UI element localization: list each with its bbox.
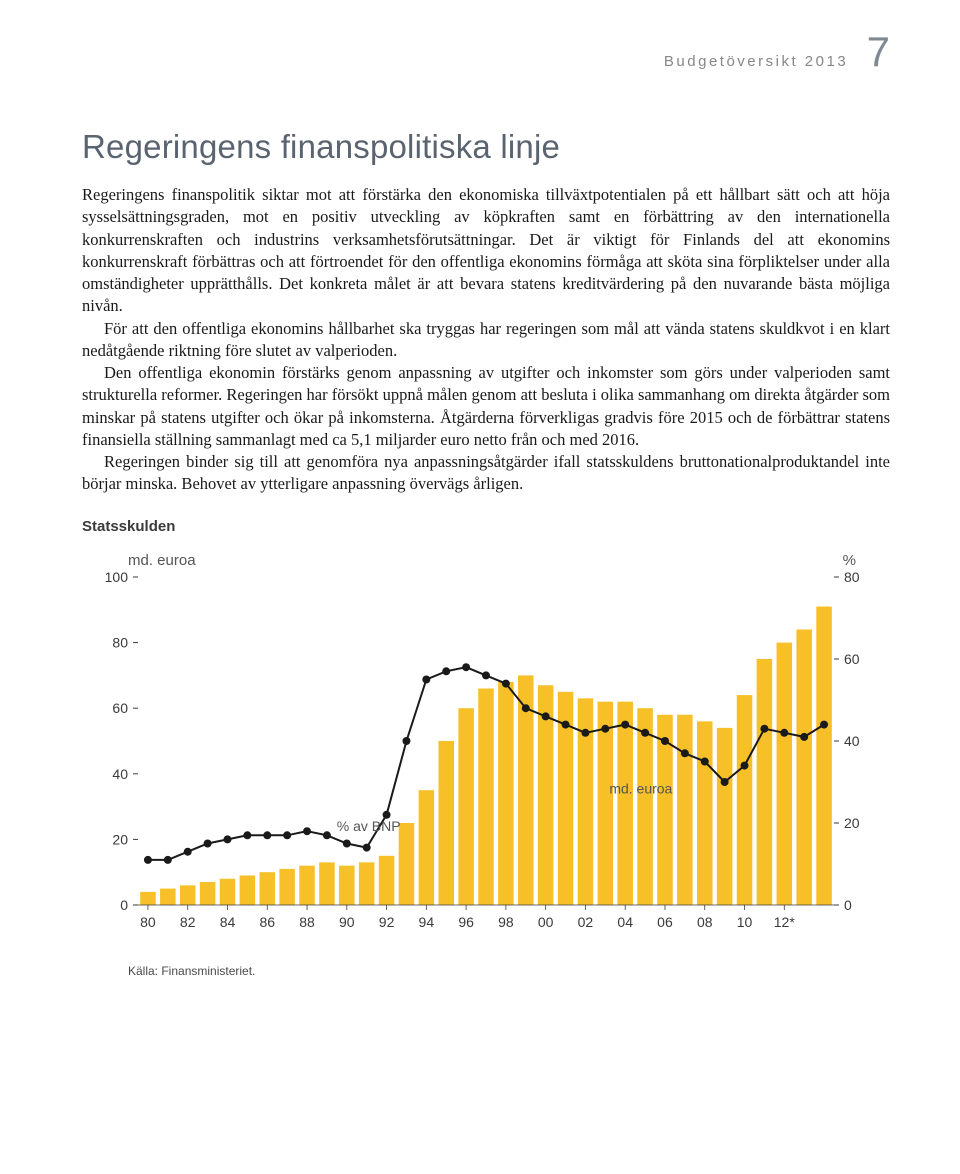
svg-text:100: 100 [105,569,129,585]
svg-text:% av BNP: % av BNP [337,818,401,834]
chart: md. euroa%020406080100020406080808284868… [82,543,890,956]
svg-text:80: 80 [844,569,860,585]
svg-text:92: 92 [379,914,395,930]
chart-title: Statsskulden [82,518,890,535]
paragraph: Regeringens finanspolitik siktar mot att… [82,184,890,318]
svg-text:04: 04 [617,914,633,930]
paragraph: För att den offentliga ekonomins hållbar… [82,318,890,363]
svg-text:12*: 12* [774,914,796,930]
chart-svg: md. euroa%020406080100020406080808284868… [82,543,890,951]
svg-text:86: 86 [259,914,275,930]
paragraph: Regeringen binder sig till att genomföra… [82,451,890,496]
svg-text:98: 98 [498,914,514,930]
svg-text:20: 20 [844,815,860,831]
svg-text:84: 84 [220,914,236,930]
svg-text:06: 06 [657,914,673,930]
svg-text:40: 40 [844,733,860,749]
page-header: Budgetöversikt 2013 7 [82,28,890,76]
svg-text:md. euroa: md. euroa [128,552,196,569]
svg-text:80: 80 [140,914,156,930]
svg-text:80: 80 [112,634,128,650]
svg-text:08: 08 [697,914,713,930]
svg-text:60: 60 [844,651,860,667]
svg-text:02: 02 [578,914,594,930]
svg-text:20: 20 [112,831,128,847]
svg-text:md. euroa: md. euroa [609,780,672,796]
svg-text:00: 00 [538,914,554,930]
svg-text:%: % [843,552,856,569]
svg-text:60: 60 [112,700,128,716]
body-text: Regeringens finanspolitik siktar mot att… [82,184,890,496]
chart-source: Källa: Finansministeriet. [128,964,890,978]
svg-text:0: 0 [844,897,852,913]
running-head: Budgetöversikt 2013 [664,53,848,70]
svg-text:88: 88 [299,914,315,930]
svg-text:82: 82 [180,914,196,930]
paragraph: Den offentliga ekonomin förstärks genom … [82,362,890,451]
svg-text:94: 94 [419,914,435,930]
svg-text:40: 40 [112,766,128,782]
page-title: Regeringens finanspolitiska linje [82,128,890,166]
page-number: 7 [867,28,890,76]
svg-text:90: 90 [339,914,355,930]
svg-text:96: 96 [458,914,474,930]
svg-text:10: 10 [737,914,753,930]
svg-text:0: 0 [120,897,128,913]
